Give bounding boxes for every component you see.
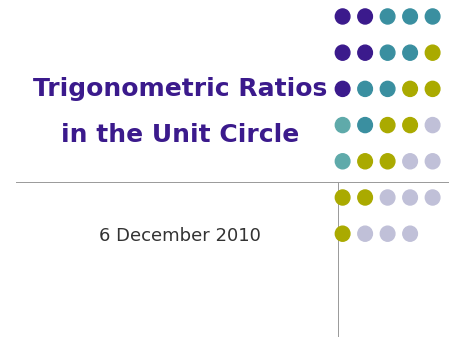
Circle shape [358,45,373,60]
Circle shape [380,118,395,132]
Circle shape [403,45,418,60]
Text: in the Unit Circle: in the Unit Circle [61,123,300,147]
Circle shape [425,154,440,169]
Circle shape [335,226,350,241]
Circle shape [380,154,395,169]
Circle shape [403,190,418,205]
Circle shape [425,9,440,24]
Circle shape [358,226,373,241]
Circle shape [380,190,395,205]
Circle shape [335,154,350,169]
Circle shape [425,190,440,205]
Circle shape [403,9,418,24]
Circle shape [358,9,373,24]
Circle shape [380,45,395,60]
Circle shape [380,9,395,24]
Circle shape [335,9,350,24]
Circle shape [403,118,418,132]
Circle shape [425,81,440,96]
Circle shape [335,45,350,60]
Circle shape [335,190,350,205]
Circle shape [335,118,350,132]
Circle shape [380,81,395,96]
Circle shape [380,226,395,241]
Circle shape [358,81,373,96]
Circle shape [403,81,418,96]
Text: 6 December 2010: 6 December 2010 [99,227,261,245]
Text: Trigonometric Ratios: Trigonometric Ratios [33,76,328,100]
Circle shape [425,118,440,132]
Circle shape [358,118,373,132]
Circle shape [358,154,373,169]
Circle shape [425,45,440,60]
Circle shape [403,226,418,241]
Circle shape [335,81,350,96]
Circle shape [403,154,418,169]
Circle shape [358,190,373,205]
